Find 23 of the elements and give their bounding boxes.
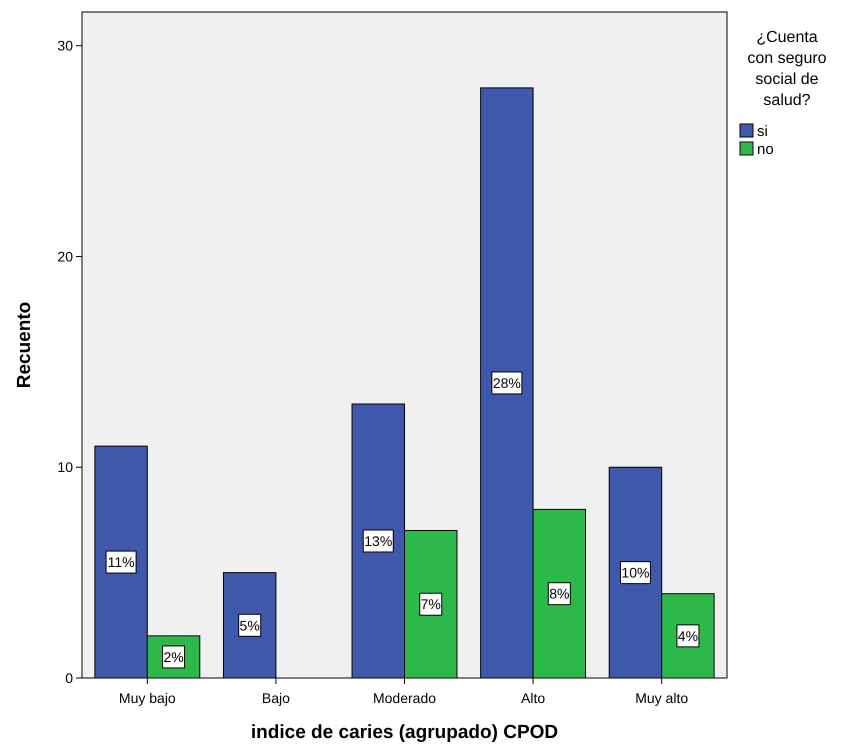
legend-label: no: [757, 141, 774, 158]
data-label: 28%: [492, 374, 521, 391]
x-tick-label: Muy alto: [635, 690, 688, 706]
x-tick-label: Muy bajo: [118, 690, 176, 706]
data-label: 11%: [108, 554, 135, 570]
data-label: 8%: [549, 586, 570, 602]
x-tick-label: Moderado: [372, 690, 436, 706]
data-label: 13%: [364, 533, 392, 550]
y-tick-label: 10: [57, 459, 74, 476]
x-axis-title: indice de caries (agrupado) CPOD: [250, 722, 558, 743]
legend-title: ¿Cuenta con seguro social de salud?: [747, 29, 827, 109]
data-label: 2%: [163, 648, 184, 665]
x-tick-label: Alto: [521, 690, 546, 706]
x-tick-label: Bajo: [262, 690, 290, 706]
data-label: 10%: [621, 564, 650, 581]
legend-label: si: [757, 123, 768, 140]
data-label: 5%: [240, 617, 260, 634]
data-label: 7%: [420, 596, 441, 612]
y-axis-title: Recuento: [14, 302, 35, 388]
data-label: 4%: [678, 628, 698, 644]
y-tick-label: 30: [57, 38, 74, 54]
y-tick-label: 0: [65, 670, 74, 686]
y-tick-label: 20: [57, 248, 74, 264]
